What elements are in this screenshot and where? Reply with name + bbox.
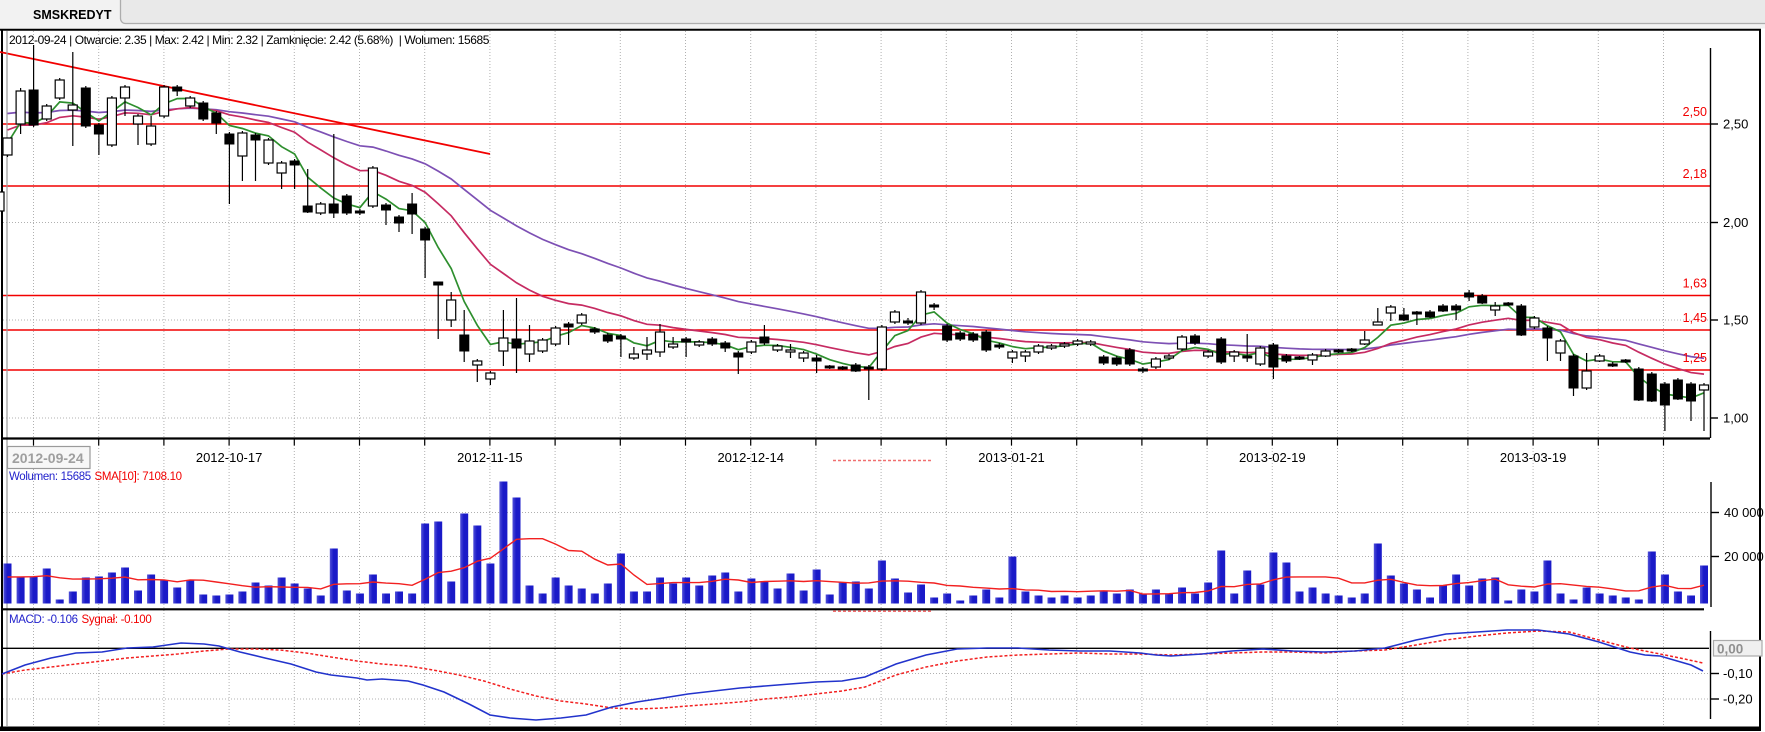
svg-text:Sygnał: -0.100: Sygnał: -0.100 bbox=[82, 614, 152, 626]
svg-text:1,25: 1,25 bbox=[1683, 351, 1707, 365]
svg-text:1,63: 1,63 bbox=[1683, 277, 1707, 291]
svg-text:-0,10: -0,10 bbox=[1723, 666, 1753, 681]
svg-text:-0,20: -0,20 bbox=[1723, 692, 1753, 707]
svg-text:0,00: 0,00 bbox=[1717, 642, 1743, 657]
svg-text:2,50: 2,50 bbox=[1683, 105, 1707, 119]
svg-text:2,18: 2,18 bbox=[1683, 167, 1707, 181]
svg-text:2012-12-14: 2012-12-14 bbox=[717, 450, 784, 465]
svg-text:1,50: 1,50 bbox=[1723, 313, 1748, 328]
svg-text:2,00: 2,00 bbox=[1723, 215, 1748, 230]
svg-text:MACD: -0.106: MACD: -0.106 bbox=[9, 614, 78, 626]
svg-text:20 000: 20 000 bbox=[1724, 549, 1764, 564]
svg-text:2012-10-17: 2012-10-17 bbox=[196, 450, 263, 465]
svg-text:2013-02-19: 2013-02-19 bbox=[1239, 450, 1306, 465]
svg-text:2012-09-24: 2012-09-24 bbox=[12, 450, 84, 466]
svg-text:2,50: 2,50 bbox=[1723, 117, 1748, 132]
svg-text:Wolumen: 15685: Wolumen: 15685 bbox=[9, 471, 91, 483]
svg-text:SMA[10]: 7108.10: SMA[10]: 7108.10 bbox=[95, 471, 182, 483]
svg-text:1,45: 1,45 bbox=[1683, 311, 1707, 325]
svg-text:2012-09-24 | Otwarcie: 2.35 |: 2012-09-24 | Otwarcie: 2.35 | Max: 2.42 … bbox=[9, 33, 490, 47]
svg-text:1,00: 1,00 bbox=[1723, 411, 1748, 426]
svg-text:40 000: 40 000 bbox=[1724, 505, 1764, 520]
svg-text:2013-01-21: 2013-01-21 bbox=[978, 450, 1045, 465]
svg-text:SMSKREDYT: SMSKREDYT bbox=[33, 8, 112, 22]
svg-text:2012-11-15: 2012-11-15 bbox=[457, 450, 523, 465]
svg-text:2013-03-19: 2013-03-19 bbox=[1500, 450, 1567, 465]
